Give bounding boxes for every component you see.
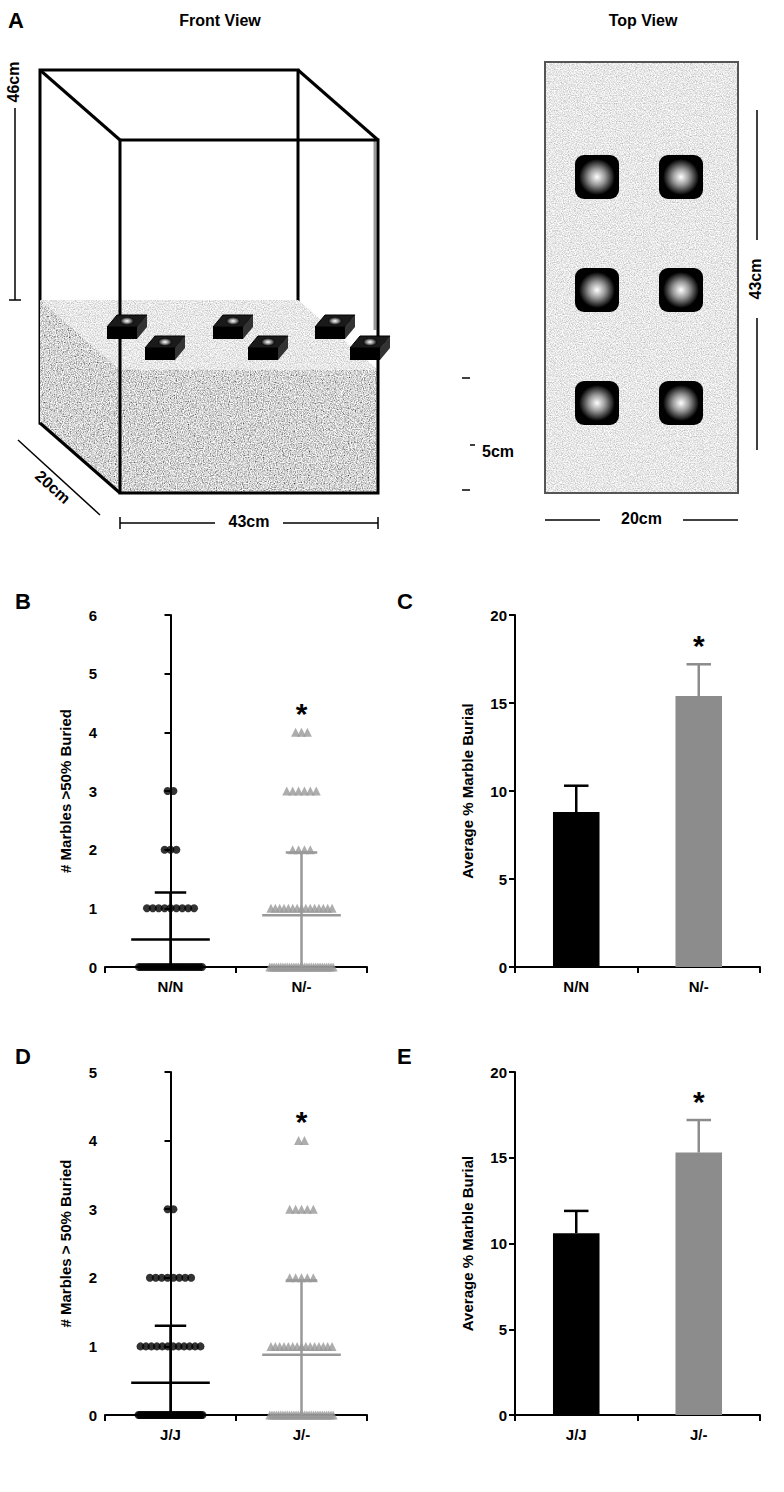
- svg-text:43cm: 43cm: [747, 259, 764, 300]
- svg-text:15: 15: [490, 1149, 507, 1166]
- svg-text:J/J: J/J: [160, 1426, 181, 1443]
- svg-text:46cm: 46cm: [5, 62, 22, 103]
- svg-text:20: 20: [490, 1064, 507, 1081]
- svg-text:4: 4: [89, 1132, 98, 1149]
- svg-text:0: 0: [89, 1407, 97, 1424]
- svg-text:N/N: N/N: [158, 978, 184, 995]
- svg-text:*: *: [693, 629, 705, 662]
- svg-text:Top View: Top View: [609, 12, 678, 29]
- svg-text:Average % Marble Burial: Average % Marble Burial: [459, 1156, 476, 1331]
- svg-text:2: 2: [89, 1269, 97, 1286]
- svg-text:A: A: [8, 8, 24, 33]
- svg-text:15: 15: [490, 695, 507, 712]
- svg-text:3: 3: [89, 1201, 97, 1218]
- svg-text:N/-: N/-: [689, 978, 709, 995]
- svg-text:J/-: J/-: [293, 1426, 311, 1443]
- svg-text:J/J: J/J: [566, 1426, 587, 1443]
- svg-text:6: 6: [89, 607, 97, 624]
- svg-text:20cm: 20cm: [32, 467, 74, 507]
- svg-text:5: 5: [89, 1064, 97, 1081]
- svg-text:10: 10: [490, 1235, 507, 1252]
- svg-text:N/N: N/N: [563, 978, 589, 995]
- svg-text:E: E: [397, 1044, 412, 1069]
- svg-text:# Marbles >50% Buried: # Marbles >50% Buried: [57, 709, 74, 873]
- svg-text:# Marbles > 50% Buried: # Marbles > 50% Buried: [57, 1160, 74, 1328]
- svg-text:20cm: 20cm: [621, 510, 662, 527]
- svg-text:Front View: Front View: [179, 12, 261, 29]
- svg-text:N/-: N/-: [292, 978, 312, 995]
- svg-text:3: 3: [89, 783, 97, 800]
- svg-text:5: 5: [499, 1321, 507, 1338]
- svg-text:D: D: [15, 1044, 31, 1069]
- svg-text:1: 1: [89, 900, 97, 917]
- svg-text:C: C: [397, 589, 413, 614]
- svg-text:43cm: 43cm: [229, 513, 270, 530]
- svg-text:20: 20: [490, 607, 507, 624]
- svg-text:*: *: [296, 1105, 308, 1138]
- svg-text:5: 5: [89, 665, 97, 682]
- svg-text:*: *: [693, 1085, 705, 1118]
- svg-text:0: 0: [499, 959, 507, 976]
- svg-text:Average % Marble Burial: Average % Marble Burial: [459, 703, 476, 878]
- svg-text:J/-: J/-: [690, 1426, 708, 1443]
- svg-text:0: 0: [499, 1407, 507, 1424]
- svg-text:5cm: 5cm: [482, 443, 514, 460]
- svg-text:1: 1: [89, 1338, 97, 1355]
- svg-text:0: 0: [89, 959, 97, 976]
- svg-text:10: 10: [490, 783, 507, 800]
- svg-text:5: 5: [499, 871, 507, 888]
- svg-text:4: 4: [89, 724, 98, 741]
- svg-text:B: B: [15, 589, 31, 614]
- svg-text:2: 2: [89, 841, 97, 858]
- svg-text:*: *: [296, 697, 308, 730]
